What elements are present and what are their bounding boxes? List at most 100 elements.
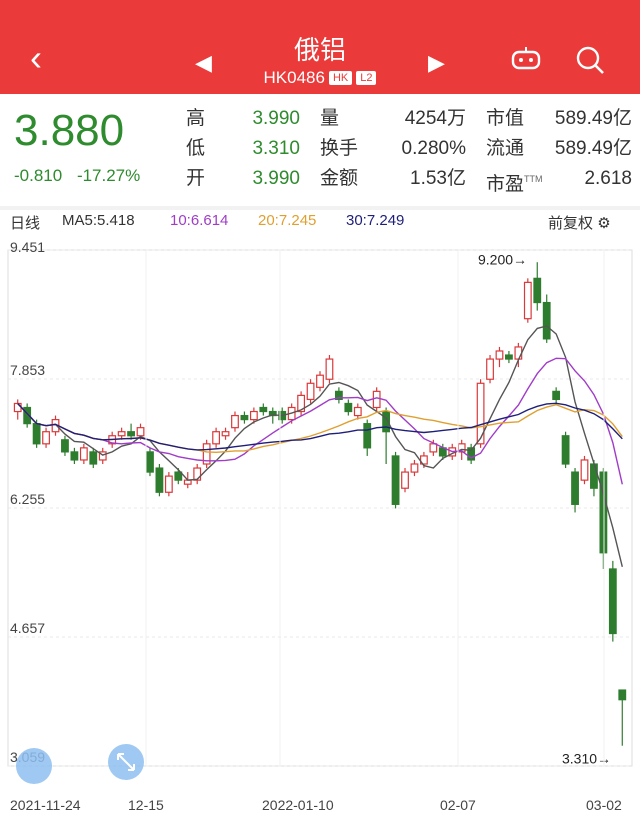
ma10-line bbox=[17, 357, 623, 485]
candle-up[interactable] bbox=[79, 447, 88, 461]
volume-value: 4254万 bbox=[404, 108, 466, 129]
candle-up[interactable] bbox=[231, 414, 239, 429]
zoom-out-button[interactable] bbox=[16, 748, 52, 784]
ma20-line bbox=[17, 403, 623, 454]
candle-down[interactable] bbox=[146, 451, 154, 473]
candle-up[interactable] bbox=[401, 471, 409, 489]
candle-up[interactable] bbox=[136, 427, 145, 437]
candle-up[interactable] bbox=[42, 431, 50, 445]
candle-up[interactable] bbox=[476, 382, 485, 445]
candle-down[interactable] bbox=[391, 455, 400, 505]
candle-up[interactable] bbox=[486, 358, 494, 380]
candle-up[interactable] bbox=[495, 350, 504, 360]
x-tick-label: 12-15 bbox=[128, 797, 164, 813]
candle-up[interactable] bbox=[580, 459, 589, 481]
candlestick-chart[interactable]: 9.4517.8536.2554.6573.0599.200→3.310→202… bbox=[0, 234, 640, 828]
pe-value: 2.618 bbox=[584, 168, 632, 189]
hk-badge: HK bbox=[328, 71, 353, 85]
quote-panel: 3.880 -0.810 -17.27% 高 低 开 3.990 3.310 3… bbox=[0, 94, 640, 206]
expand-icon[interactable] bbox=[117, 753, 135, 771]
robot-icon[interactable] bbox=[510, 46, 542, 70]
candle-down[interactable] bbox=[155, 467, 164, 493]
search-icon[interactable] bbox=[574, 44, 606, 76]
stock-name: 俄铝 bbox=[293, 35, 346, 65]
candle-down[interactable] bbox=[240, 414, 249, 421]
y-tick-label: 4.657 bbox=[10, 620, 45, 636]
candle-down[interactable] bbox=[268, 410, 277, 417]
stock-header: ‹ ◀ 俄铝 HK0486 HK L2 ▶ bbox=[0, 0, 640, 94]
candle-down[interactable] bbox=[599, 471, 608, 554]
prev-stock-icon[interactable]: ◀ bbox=[195, 50, 212, 75]
candle-up[interactable] bbox=[117, 431, 126, 437]
candle-up[interactable] bbox=[306, 382, 315, 401]
candle-up[interactable] bbox=[372, 390, 381, 409]
volume-label: 量 bbox=[320, 108, 340, 129]
stock-code-row: HK0486 HK L2 bbox=[0, 68, 640, 88]
candle-down[interactable] bbox=[467, 447, 476, 461]
candle-up[interactable] bbox=[429, 443, 438, 453]
candle-up[interactable] bbox=[297, 394, 306, 413]
candle-up[interactable] bbox=[212, 431, 220, 445]
candle-up[interactable] bbox=[164, 475, 173, 493]
candle-up[interactable] bbox=[98, 451, 107, 461]
candle-up[interactable] bbox=[514, 346, 523, 360]
ma20-value: 20:7.245 bbox=[258, 212, 317, 229]
ma30-value: 30:7.249 bbox=[346, 212, 405, 229]
divider bbox=[0, 206, 640, 210]
valuation-labels: 市值 流通 市盈TTM bbox=[486, 104, 543, 195]
turnover-value: 0.280% bbox=[401, 138, 466, 159]
float-cap-value: 589.49亿 bbox=[554, 138, 632, 159]
candle-down[interactable] bbox=[344, 402, 353, 413]
candle-down[interactable] bbox=[23, 406, 32, 425]
candle-up[interactable] bbox=[316, 374, 324, 388]
candle-down[interactable] bbox=[127, 431, 135, 437]
amount-value: 1.53亿 bbox=[410, 168, 466, 189]
candle-up[interactable] bbox=[202, 443, 211, 465]
candle-down[interactable] bbox=[561, 435, 570, 465]
candle-down[interactable] bbox=[61, 439, 69, 453]
candle-down[interactable] bbox=[533, 277, 542, 304]
high-label: 高 bbox=[186, 108, 206, 129]
candle-down[interactable] bbox=[590, 463, 598, 489]
period-selector[interactable]: 日线 bbox=[10, 215, 41, 232]
candle-down[interactable] bbox=[363, 423, 372, 449]
next-stock-icon[interactable]: ▶ bbox=[428, 50, 445, 75]
turnover-label: 换手 bbox=[320, 138, 359, 159]
candle-up[interactable] bbox=[523, 281, 532, 320]
candle-down[interactable] bbox=[542, 301, 551, 340]
candle-down[interactable] bbox=[382, 410, 391, 433]
candle-down[interactable] bbox=[608, 568, 617, 635]
volume-labels: 量 换手 金额 bbox=[320, 104, 358, 194]
y-tick-label: 6.255 bbox=[10, 491, 45, 507]
candle-down[interactable] bbox=[618, 689, 627, 701]
candle-down[interactable] bbox=[174, 471, 183, 481]
hlo-labels: 高 低 开 bbox=[186, 104, 205, 194]
candle-up[interactable] bbox=[325, 358, 334, 380]
candle-up[interactable] bbox=[353, 406, 362, 417]
candle-up[interactable] bbox=[410, 463, 419, 473]
candle-down[interactable] bbox=[259, 406, 268, 413]
candle-down[interactable] bbox=[505, 354, 513, 360]
x-tick-label: 2021-11-24 bbox=[10, 797, 81, 813]
volume-values: 4254万 0.280% 1.53亿 bbox=[388, 104, 466, 194]
candle-down[interactable] bbox=[334, 390, 343, 401]
l2-badge: L2 bbox=[356, 71, 377, 85]
x-tick-label: 2022-01-10 bbox=[262, 797, 334, 813]
pe-label: 市盈TTM bbox=[486, 174, 543, 195]
candle-up[interactable] bbox=[13, 402, 22, 413]
valuation-values: 589.49亿 589.49亿 2.618 bbox=[538, 104, 632, 194]
candle-down[interactable] bbox=[552, 390, 561, 401]
candle-up[interactable] bbox=[249, 410, 258, 421]
candle-up[interactable] bbox=[193, 467, 202, 481]
price-change: -0.810 -17.27% bbox=[14, 166, 150, 186]
adjust-setting[interactable]: 前复权 ⚙ bbox=[548, 215, 611, 232]
candle-down[interactable] bbox=[70, 451, 79, 461]
candle-down[interactable] bbox=[89, 451, 98, 465]
ma10-value: 10:6.614 bbox=[170, 212, 229, 229]
back-icon[interactable]: ‹ bbox=[30, 37, 42, 78]
candle-down[interactable] bbox=[32, 423, 41, 445]
change-value: -0.810 bbox=[14, 166, 63, 185]
gear-icon[interactable]: ⚙ bbox=[597, 215, 611, 232]
candle-up[interactable] bbox=[221, 431, 230, 437]
candle-down[interactable] bbox=[571, 471, 579, 505]
